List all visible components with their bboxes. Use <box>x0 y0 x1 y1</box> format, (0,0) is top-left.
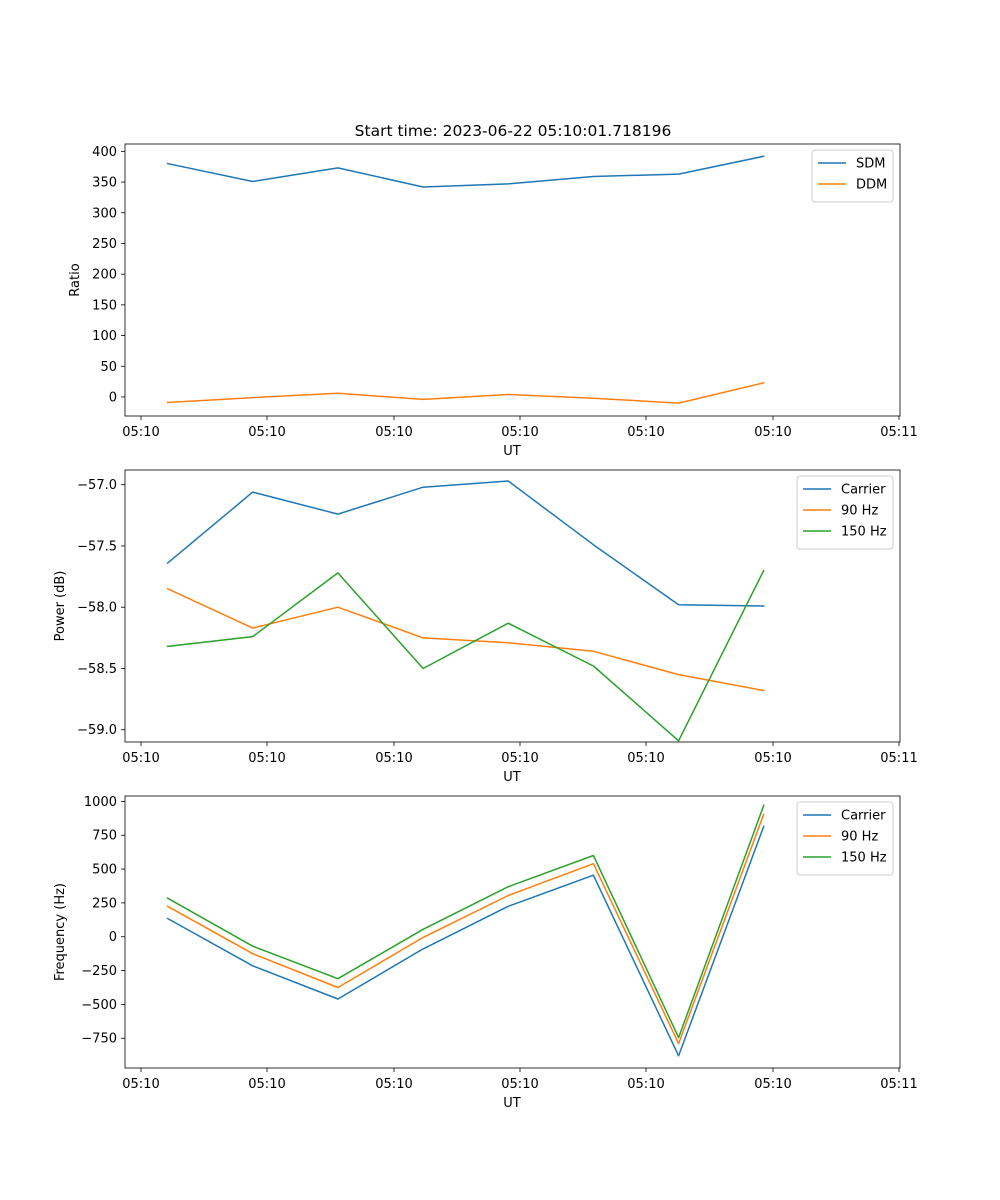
x-tick-label: 05:11 <box>880 425 917 440</box>
x-tick-label: 05:11 <box>880 751 917 766</box>
legend-label: 150 Hz <box>841 851 887 866</box>
y-tick-label: −750 <box>81 1032 117 1047</box>
x-tick-label: 05:10 <box>754 751 791 766</box>
panels: 05:10 05:10 05:10 05:10 05:10 05:10 05:11 0 50 10… <box>53 143 918 1111</box>
x-tick-label: 05:10 <box>248 751 285 766</box>
y-tick-label: 350 <box>92 176 117 191</box>
y-tick-label: 100 <box>92 329 117 344</box>
x-tick-label: 05:10 <box>501 751 538 766</box>
legend-label: 150 Hz <box>841 525 887 540</box>
chart-panel-1: 05:10 05:10 05:10 05:10 05:10 05:10 05:11 0 50 10… <box>68 143 918 459</box>
y-tick-label: 400 <box>92 145 117 160</box>
x-axis-label: UT <box>503 444 521 459</box>
x-tick-label: 05:10 <box>375 751 412 766</box>
y-tick-label: 1000 <box>84 795 117 810</box>
x-tick-label: 05:10 <box>248 425 285 440</box>
y-tick-label: 0 <box>109 930 117 945</box>
series-line-90-hz <box>166 587 765 692</box>
series-line-carrier <box>166 825 765 1057</box>
y-tick-label: −57.0 <box>77 478 117 493</box>
chart-panel-2: 05:10 05:10 05:10 05:10 05:10 05:10 05:11 −59.0… <box>53 469 918 785</box>
axes-frame <box>124 795 901 1069</box>
legend-label: 90 Hz <box>841 830 878 845</box>
x-tick-label: 05:10 <box>627 425 664 440</box>
y-tick-label: −250 <box>81 964 117 979</box>
y-tick-label: 300 <box>92 206 117 221</box>
x-tick-label: 05:10 <box>122 1077 159 1092</box>
x-tick-label: 05:10 <box>501 1077 538 1092</box>
y-tick-label: −57.5 <box>77 539 117 554</box>
x-tick-label: 05:10 <box>754 425 791 440</box>
y-tick-label: 750 <box>92 829 117 844</box>
y-axis-label: Frequency (Hz) <box>53 883 68 981</box>
legend-label: Carrier <box>841 809 886 824</box>
x-tick-label: 05:10 <box>122 425 159 440</box>
x-tick-label: 05:10 <box>627 1077 664 1092</box>
y-axis-label: Power (dB) <box>53 571 68 642</box>
axes-frame <box>124 469 901 743</box>
y-tick-label: 250 <box>92 896 117 911</box>
y-tick-label: −500 <box>81 998 117 1013</box>
legend: Carrier 90 Hz 150 Hz <box>796 801 894 876</box>
x-axis-label: UT <box>503 1096 521 1111</box>
x-tick-label: 05:10 <box>627 751 664 766</box>
x-tick-label: 05:10 <box>754 1077 791 1092</box>
y-axis-label: Ratio <box>68 263 83 296</box>
legend-label: SDM <box>856 157 885 172</box>
y-tick-label: −58.0 <box>77 601 117 616</box>
y-tick-label: 150 <box>92 298 117 313</box>
y-tick-label: 250 <box>92 237 117 252</box>
y-tick-label: −58.5 <box>77 662 117 677</box>
x-tick-label: 05:10 <box>375 1077 412 1092</box>
y-tick-label: 500 <box>92 863 117 878</box>
series-line-90-hz <box>166 813 765 1045</box>
series-line-carrier <box>166 480 765 607</box>
y-tick-label: −59.0 <box>77 723 117 738</box>
legend: Carrier 90 Hz 150 Hz <box>796 475 894 550</box>
series-line-ddm <box>166 381 765 404</box>
legend-label: 90 Hz <box>841 504 878 519</box>
y-tick-label: 0 <box>109 390 117 405</box>
x-tick-label: 05:10 <box>375 425 412 440</box>
legend-label: Carrier <box>841 483 886 498</box>
y-tick-label: 50 <box>100 360 117 375</box>
series-line-sdm <box>166 155 765 188</box>
series-line-150-hz <box>166 804 765 1039</box>
x-tick-label: 05:10 <box>122 751 159 766</box>
legend: SDM DDM <box>811 149 894 203</box>
legend-label: DDM <box>856 178 887 193</box>
axes-frame <box>124 143 901 417</box>
chart-panel-3: 05:10 05:10 05:10 05:10 05:10 05:10 05:11 −750 −… <box>53 795 918 1111</box>
x-tick-label: 05:10 <box>248 1077 285 1092</box>
x-axis-label: UT <box>503 770 521 785</box>
x-tick-label: 05:11 <box>880 1077 917 1092</box>
series-line-150-hz <box>166 569 765 742</box>
y-tick-label: 200 <box>92 268 117 283</box>
x-tick-label: 05:10 <box>501 425 538 440</box>
figure-title: Start time: 2023-06-22 05:10:01.718196 <box>355 122 672 140</box>
